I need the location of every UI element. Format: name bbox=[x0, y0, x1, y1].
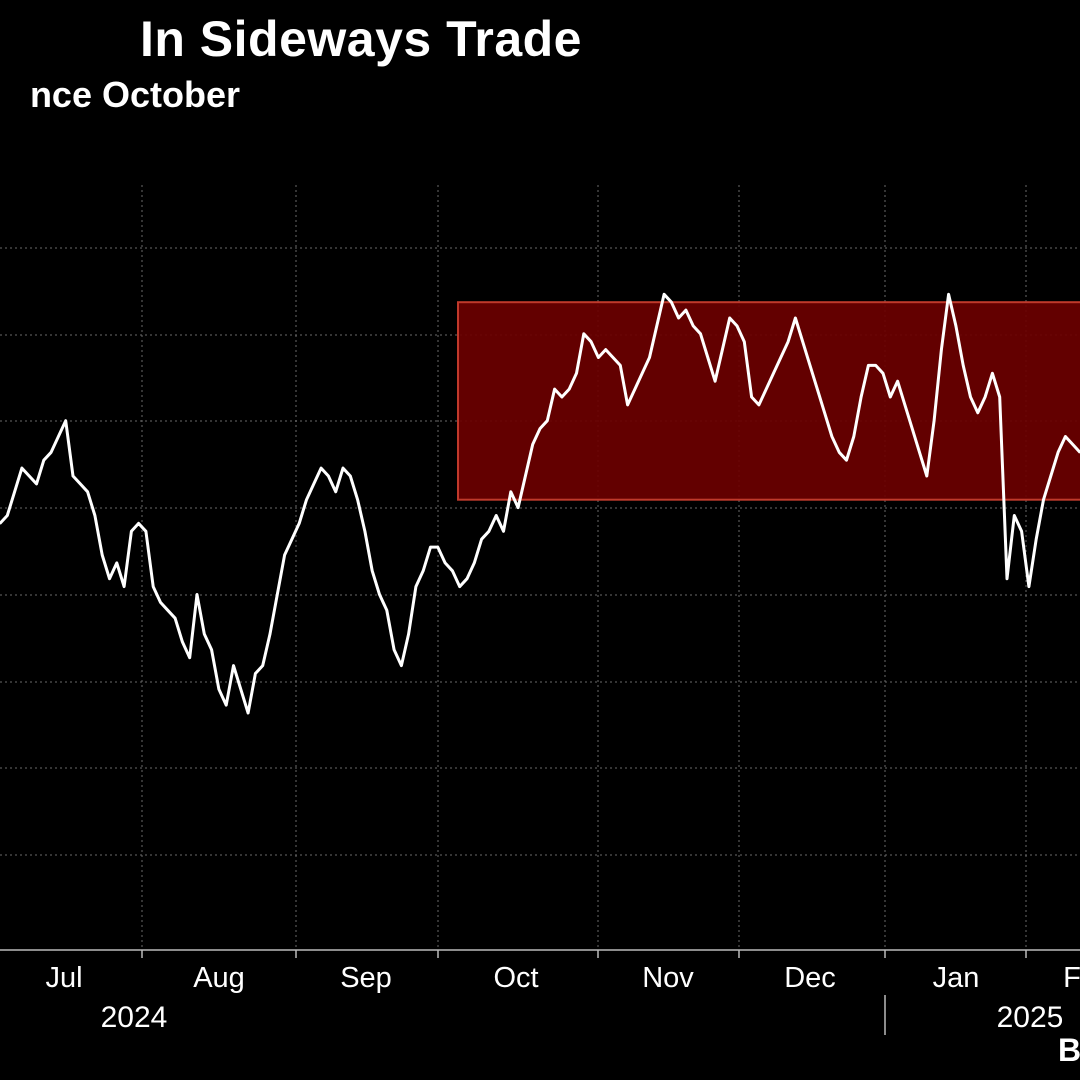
source-text: B bbox=[1058, 1032, 1080, 1068]
x-axis-ticks bbox=[141, 950, 1027, 958]
x-tick-label: Oct bbox=[493, 962, 538, 994]
chart-subtitle-text: nce October bbox=[29, 74, 240, 115]
x-tick-label: Aug bbox=[193, 962, 245, 994]
year-label: 2025 bbox=[997, 1001, 1064, 1034]
series-line bbox=[0, 292, 1080, 715]
x-tick-label: F bbox=[1063, 962, 1080, 994]
x-axis-labels: Jul Aug Sep Oct Nov Dec Jan F bbox=[45, 962, 1080, 994]
chart-title: In Sideways Trade bbox=[0, 10, 1080, 72]
source-label: B bbox=[1058, 1032, 1080, 1072]
year-labels: 2024 2025 bbox=[101, 1001, 1064, 1034]
year-label: 2024 bbox=[101, 1001, 168, 1034]
chart-subtitle: nce October bbox=[0, 74, 1080, 120]
x-tick-label: Nov bbox=[642, 962, 694, 994]
x-tick-label: Jan bbox=[933, 962, 980, 994]
x-tick-label: Sep bbox=[340, 962, 392, 994]
x-tick-label: Dec bbox=[784, 962, 836, 994]
x-tick-label: Jul bbox=[45, 962, 82, 994]
chart-grid bbox=[0, 185, 1080, 950]
sideways-range-band bbox=[457, 301, 1080, 501]
chart-title-text: In Sideways Trade bbox=[139, 11, 582, 67]
